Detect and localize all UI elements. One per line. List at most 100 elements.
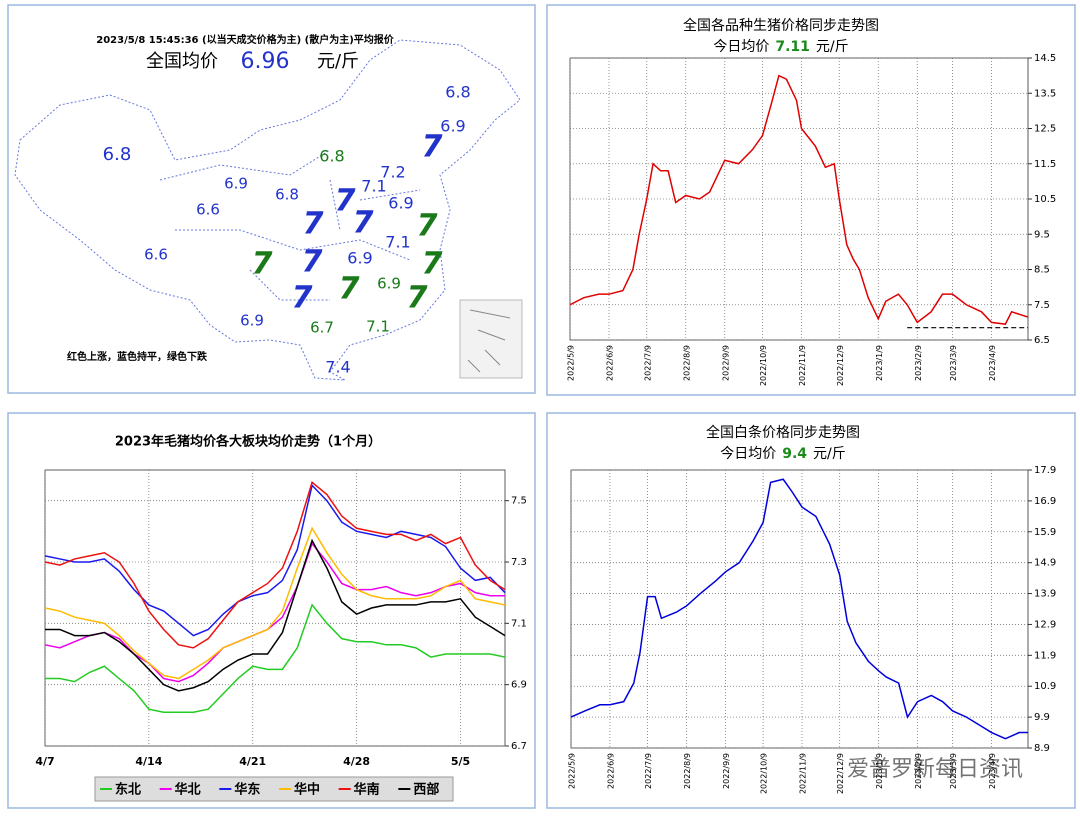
y-tick-label: 7.5 — [511, 496, 527, 507]
region-value: 7 — [302, 245, 323, 280]
legend-label: 华南 — [354, 782, 380, 798]
region-value: 6.9 — [377, 275, 401, 293]
region-value: 6.9 — [240, 312, 264, 330]
y-tick-label: 10.9 — [1034, 681, 1056, 692]
series-line — [569, 74, 1029, 325]
region-value: 7 — [407, 281, 428, 316]
x-tick-label: 5/5 — [451, 755, 470, 768]
region-value: 7 — [339, 272, 360, 307]
y-tick-label: 12.5 — [1034, 124, 1056, 135]
map-outline — [14, 39, 521, 381]
region-value: 7.2 — [380, 163, 405, 182]
y-tick-label: 11.5 — [1034, 159, 1056, 170]
region-value: 7 — [303, 207, 324, 242]
chart-title: 2023年毛猪均价各大板块均价走势（1个月） — [115, 434, 381, 450]
watermark: 爱普罗新每日资讯 — [847, 757, 1023, 782]
series-line — [45, 603, 506, 714]
x-tick-label: 2022/7/9 — [643, 345, 652, 381]
map-title: 2023/5/8 15:45:36 (以当天成交价格为主) (散户为主)平均报价 — [96, 33, 395, 46]
series-line — [45, 538, 506, 692]
chart-panel — [546, 4, 1076, 396]
x-tick-label: 2022/8/9 — [682, 345, 691, 381]
x-tick-label: 2022/10/9 — [759, 345, 768, 386]
x-tick-label: 2022/9/9 — [722, 753, 731, 789]
region-value: 6.8 — [103, 144, 132, 165]
chart-panel — [546, 412, 1076, 809]
subtitle-value: 7.11 — [775, 39, 810, 55]
x-tick-label: 2022/11/9 — [799, 753, 808, 794]
region-value: 7 — [353, 206, 374, 241]
legend-label: 华东 — [234, 782, 260, 798]
subtitle-label: 今日均价 — [720, 446, 776, 462]
y-tick-label: 15.9 — [1034, 527, 1056, 538]
region-value: 6.8 — [275, 186, 299, 204]
chart-title: 全国白条价格同步走势图 — [706, 424, 860, 441]
subtitle-unit: 元/斤 — [816, 39, 849, 55]
y-tick-label: 12.9 — [1034, 619, 1056, 630]
series-line — [44, 542, 505, 683]
legend-box — [94, 776, 454, 802]
x-tick-label: 4/21 — [239, 755, 266, 768]
y-tick-label: 8.5 — [1034, 265, 1050, 276]
inset-map — [459, 299, 523, 379]
y-tick-label: 6.5 — [1034, 335, 1050, 346]
x-tick-label: 2022/12/9 — [836, 753, 845, 794]
series-line — [44, 526, 506, 680]
region-value: 7.1 — [385, 233, 410, 252]
chart-subtitle: 今日均价 9.4 元/斤 — [720, 446, 846, 462]
y-tick-label: 7.3 — [511, 557, 527, 568]
map-note: 红色上涨，蓝色持平，绿色下跌 — [67, 350, 208, 363]
region-value: 7 — [417, 209, 438, 244]
x-tick-label: 2022/6/9 — [606, 753, 615, 789]
x-tick-label: 2022/10/9 — [760, 753, 769, 794]
legend-label: 华北 — [175, 782, 201, 798]
y-tick-label: 11.9 — [1034, 650, 1056, 661]
region-value: 6.6 — [196, 201, 220, 219]
x-tick-label: 2023/1/9 — [875, 753, 884, 789]
region-value: 7 — [335, 184, 356, 219]
subtitle-unit: 元/斤 — [813, 446, 846, 462]
region-value: 7 — [252, 247, 273, 282]
x-tick-label: 2022/8/9 — [683, 753, 692, 789]
y-tick-label: 6.7 — [511, 741, 527, 752]
x-tick-label: 2023/4/9 — [988, 345, 997, 381]
y-tick-label: 13.5 — [1034, 88, 1056, 99]
y-tick-label: 8.9 — [1034, 743, 1050, 754]
region-value: 6.7 — [310, 319, 334, 337]
y-tick-label: 10.5 — [1034, 194, 1056, 205]
subtitle-label: 今日均价 — [713, 39, 769, 55]
x-tick-label: 2023/3/9 — [949, 345, 958, 381]
x-tick-label: 4/14 — [135, 755, 162, 768]
series-line — [570, 478, 1028, 740]
region-value: 6.9 — [224, 175, 248, 193]
region-value: 7 — [422, 247, 443, 282]
y-tick-label: 9.5 — [1034, 229, 1050, 240]
region-value: 7.1 — [366, 318, 390, 336]
x-tick-label: 2022/5/9 — [567, 345, 576, 381]
region-value: 7 — [292, 281, 313, 316]
legend-label: 西部 — [413, 782, 439, 798]
series-line — [44, 480, 506, 649]
y-tick-label: 17.9 — [1034, 465, 1056, 476]
avg-value: 6.96 — [241, 49, 290, 74]
x-tick-label: 4/28 — [343, 755, 370, 768]
region-value: 6.9 — [347, 249, 372, 268]
chart-title: 全国各品种生猪价格同步走势图 — [683, 17, 879, 34]
inset-shape — [467, 309, 511, 373]
chart-subtitle: 今日均价 7.11 元/斤 — [713, 39, 848, 55]
y-tick-label: 9.9 — [1034, 712, 1050, 723]
region-value: 6.9 — [440, 117, 465, 136]
x-tick-label: 2023/1/9 — [875, 345, 884, 381]
y-tick-label: 13.9 — [1034, 589, 1056, 600]
region-value: 6.8 — [319, 147, 344, 166]
region-value: 7 — [422, 130, 443, 165]
y-tick-label: 16.9 — [1034, 496, 1056, 507]
region-value: 6.8 — [445, 83, 470, 102]
avg-label: 全国均价 — [146, 51, 218, 72]
x-tick-label: 2022/6/9 — [606, 345, 615, 381]
x-tick-label: 2023/2/9 — [914, 345, 923, 381]
x-tick-label: 2023/3/9 — [949, 753, 958, 789]
x-tick-label: 2023/2/9 — [914, 753, 923, 789]
chart-panel — [7, 412, 536, 809]
